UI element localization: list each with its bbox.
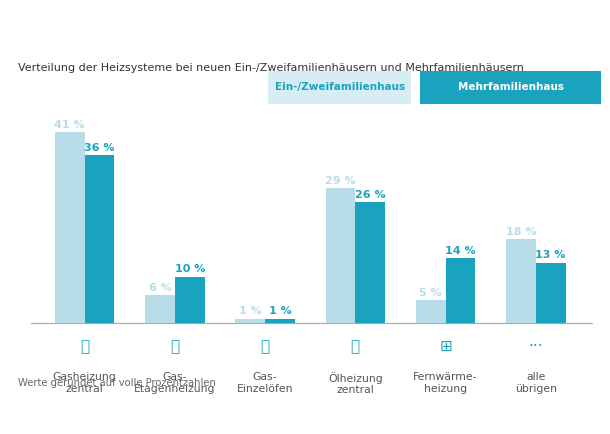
- Text: Heizungssysteme im Neubau: Heizungssysteme im Neubau: [112, 16, 498, 40]
- Text: 🔥: 🔥: [170, 339, 179, 354]
- Text: 41 %: 41 %: [54, 119, 85, 129]
- Bar: [506, 239, 536, 323]
- FancyBboxPatch shape: [420, 71, 601, 105]
- Text: ©ⒶⒸⓈ: ©ⒶⒸⓈ: [13, 411, 41, 421]
- Text: Stand: 07/2015  |  Daten: BDEW  |  Grafik: www.co2online.de: Stand: 07/2015 | Daten: BDEW | Grafik: w…: [79, 410, 396, 421]
- Text: ···: ···: [528, 339, 543, 354]
- Bar: [235, 319, 265, 323]
- Text: 14 %: 14 %: [445, 246, 476, 256]
- Text: Werte gerundet auf volle Prozentzahlen: Werte gerundet auf volle Prozentzahlen: [18, 378, 216, 388]
- Text: Mehrfamilienhaus: Mehrfamilienhaus: [458, 82, 564, 92]
- Bar: [85, 155, 115, 323]
- Text: 29 %: 29 %: [325, 176, 356, 186]
- Text: Ein-/Zweifamilienhaus: Ein-/Zweifamilienhaus: [275, 82, 405, 92]
- Text: 26 %: 26 %: [355, 190, 386, 200]
- Text: 🔥: 🔥: [260, 339, 270, 354]
- Bar: [55, 132, 85, 323]
- Bar: [416, 300, 445, 323]
- Text: online: online: [542, 408, 595, 423]
- Text: 18 %: 18 %: [506, 227, 536, 237]
- Text: ⊞: ⊞: [439, 339, 452, 354]
- Text: 1 %: 1 %: [239, 306, 262, 316]
- Text: 💧: 💧: [351, 339, 360, 354]
- Text: 1 %: 1 %: [268, 306, 292, 316]
- Text: 36 %: 36 %: [84, 143, 115, 153]
- Text: 10 %: 10 %: [174, 264, 205, 274]
- Text: Verteilung der Heizsysteme bei neuen Ein-/Zweifamilienhäusern und Mehrfamilienhä: Verteilung der Heizsysteme bei neuen Ein…: [18, 63, 524, 73]
- Bar: [175, 276, 204, 323]
- Text: 6 %: 6 %: [149, 283, 171, 293]
- Text: co2: co2: [552, 408, 580, 423]
- Bar: [326, 188, 355, 323]
- Bar: [445, 258, 475, 323]
- Bar: [536, 263, 565, 323]
- Text: 13 %: 13 %: [536, 250, 566, 260]
- Text: 🔥: 🔥: [80, 339, 89, 354]
- Bar: [265, 319, 295, 323]
- Bar: [355, 202, 385, 323]
- Bar: [145, 295, 175, 323]
- FancyBboxPatch shape: [268, 71, 411, 105]
- Text: 5 %: 5 %: [419, 288, 442, 298]
